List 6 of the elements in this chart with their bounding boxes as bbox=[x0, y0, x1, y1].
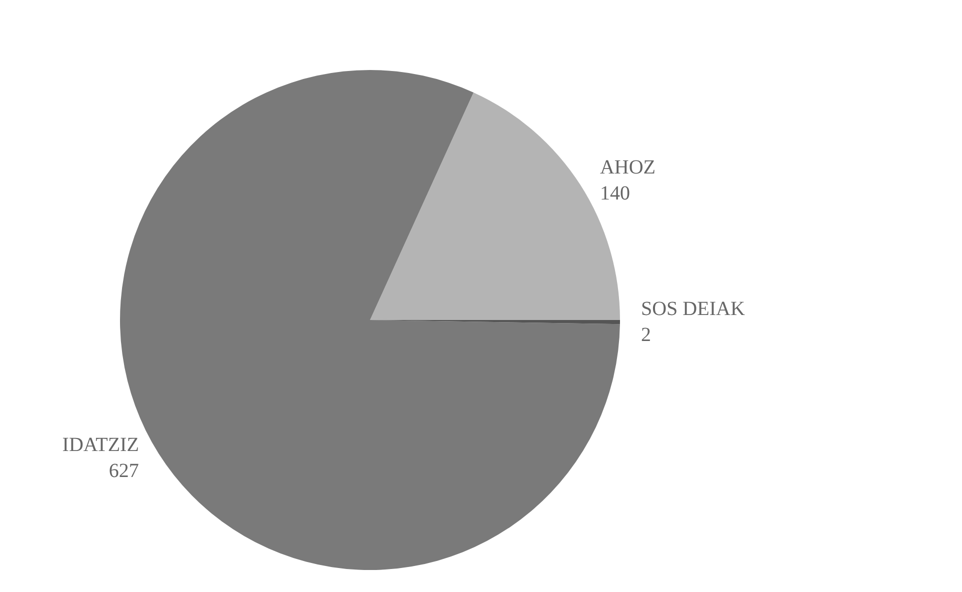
data-label: 627 bbox=[108, 460, 139, 482]
data-label: 2 bbox=[640, 324, 651, 346]
slice-label: AHOZ bbox=[600, 156, 656, 178]
slice-label: IDATZIZ bbox=[62, 434, 139, 456]
data-label: 140 bbox=[600, 182, 630, 204]
slice-label: SOS DEIAK bbox=[640, 298, 746, 320]
